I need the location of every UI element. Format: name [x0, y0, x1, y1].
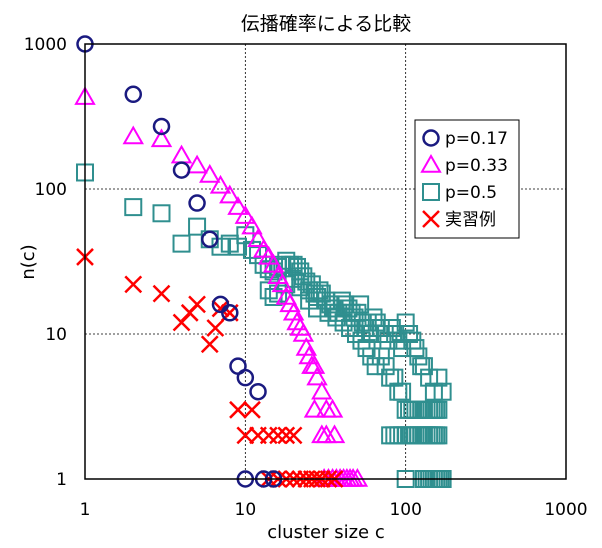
y-tick-label: 100 — [35, 180, 67, 200]
data-point — [152, 284, 171, 303]
data-point — [249, 382, 267, 401]
data-point — [429, 426, 448, 445]
data-point — [400, 325, 419, 343]
x-tick-label: 1000 — [544, 500, 587, 520]
data-point — [172, 161, 191, 179]
y-tick-label: 10 — [45, 325, 67, 345]
data-point — [221, 304, 239, 322]
legend-entry-label: p=0.5 — [445, 183, 497, 203]
legend-entry-label: p=0.33 — [445, 156, 508, 176]
data-point — [229, 400, 247, 419]
data-point — [310, 281, 329, 300]
data-point — [414, 357, 433, 376]
data-point — [346, 467, 369, 487]
data-point — [188, 217, 207, 236]
data-point — [236, 426, 255, 445]
legend-entry-label: p=0.17 — [445, 129, 508, 149]
chart-title: 伝播確率による比較 — [241, 13, 411, 35]
legend-marker — [422, 210, 440, 228]
y-tick-label: 1 — [56, 470, 67, 490]
data-point — [259, 426, 278, 445]
data-point — [292, 322, 315, 342]
legend: p=0.17 p=0.33 p=0.5 実習例 — [414, 119, 520, 239]
data-point — [351, 295, 370, 314]
data-point — [152, 204, 171, 223]
data-point — [295, 337, 318, 356]
data-point — [206, 319, 225, 337]
x-axis-label: cluster size c — [267, 522, 384, 543]
y-axis-label: n(c) — [18, 244, 39, 279]
data-point — [186, 154, 208, 174]
data-point — [249, 246, 268, 265]
data-point — [211, 299, 230, 318]
y-tick-label: 1000 — [24, 35, 67, 55]
data-point — [341, 318, 360, 337]
data-point — [311, 380, 333, 400]
plot-area-frame — [84, 43, 567, 480]
data-point — [386, 325, 405, 343]
data-point — [334, 313, 353, 332]
data-point — [122, 125, 144, 145]
data-point — [247, 228, 269, 248]
data-point — [236, 226, 255, 245]
legend-marker — [420, 153, 442, 173]
data-point — [227, 196, 249, 215]
data-point — [236, 368, 255, 387]
data-point — [396, 313, 415, 332]
data-marks — [74, 35, 452, 488]
data-point — [393, 382, 412, 401]
data-point — [303, 398, 326, 418]
data-point — [409, 347, 428, 366]
x-tick-label: 10 — [235, 500, 257, 520]
data-point — [366, 357, 385, 376]
data-point — [262, 253, 285, 273]
data-point — [234, 205, 257, 224]
data-point — [284, 255, 303, 274]
data-point — [172, 234, 191, 253]
data-point — [243, 400, 261, 419]
data-point — [200, 335, 219, 354]
data-point — [362, 347, 381, 366]
x-tick-label: 1 — [80, 500, 91, 520]
data-point — [124, 275, 143, 294]
data-point — [429, 368, 448, 387]
data-point — [209, 174, 232, 194]
x-tick-label: 100 — [389, 500, 421, 520]
data-point — [152, 117, 171, 136]
data-point — [371, 347, 390, 366]
data-point — [382, 318, 401, 337]
data-point — [323, 424, 346, 444]
data-point — [306, 366, 328, 386]
data-point — [429, 400, 448, 419]
data-point — [271, 273, 294, 293]
data-point — [180, 303, 199, 322]
data-point — [433, 382, 452, 401]
legend-marker — [422, 183, 440, 201]
data-point — [269, 426, 287, 445]
data-point — [201, 230, 219, 249]
data-point — [124, 198, 143, 217]
data-point — [287, 257, 306, 276]
data-point — [308, 299, 327, 318]
data-point — [284, 426, 303, 445]
data-point — [219, 184, 241, 204]
data-point — [150, 128, 173, 148]
legend-marker — [422, 129, 440, 147]
data-point — [241, 215, 263, 235]
data-point — [188, 194, 206, 212]
data-point — [346, 325, 365, 343]
data-point — [170, 144, 193, 164]
data-point — [277, 426, 296, 445]
data-point — [321, 398, 344, 418]
data-point — [420, 368, 439, 387]
legend-entry-label: 実習例 — [445, 210, 496, 230]
data-point — [199, 163, 221, 183]
data-point — [124, 85, 143, 104]
tick-labels: 1 10 100 1000 1 10 100 1000 — [24, 35, 588, 520]
